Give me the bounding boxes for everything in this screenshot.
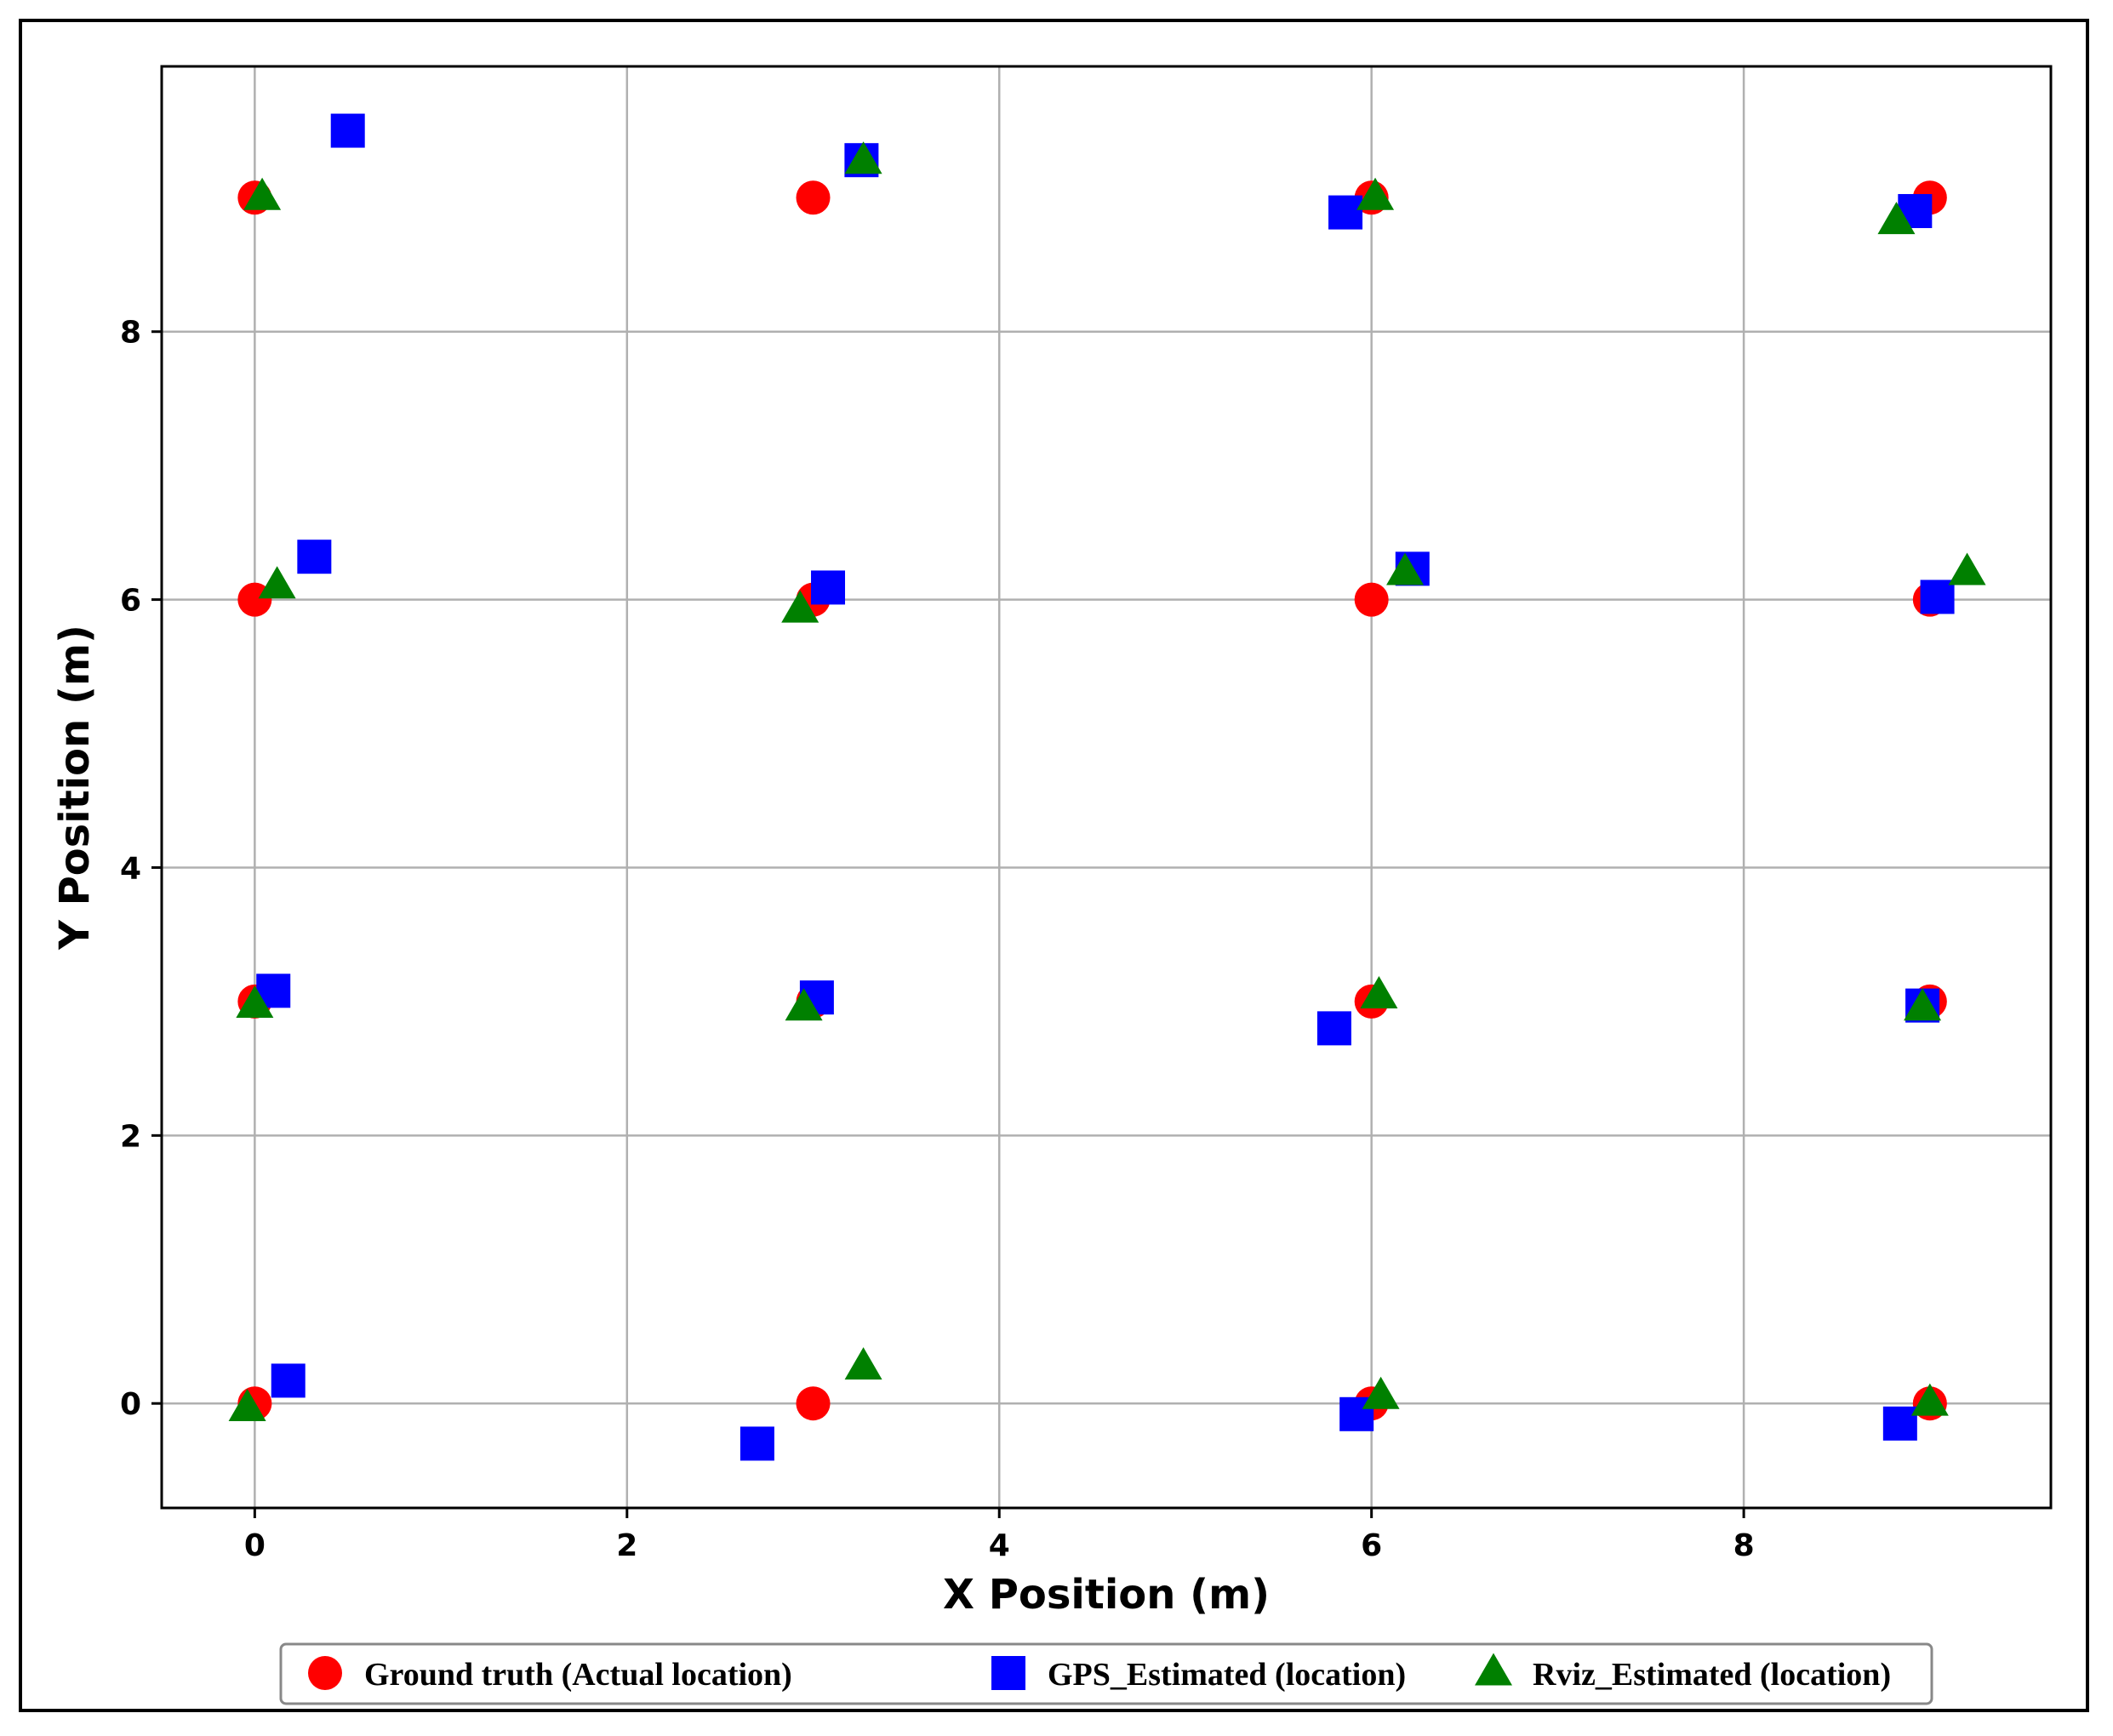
triangle-point [1904,988,1942,1021]
series-triangle [228,141,1986,1421]
legend-item: Rviz_Estimated (location) [1475,1653,1891,1693]
x-tick-label: 6 [1361,1528,1382,1563]
triangle-point [1877,202,1916,235]
y-tick-label: 4 [120,851,141,886]
triangle-point [1910,1383,1949,1416]
plot-area [160,65,2053,1510]
x-axis-label: X Position (m) [943,1571,1270,1619]
legend-box [279,1642,1933,1705]
triangle-point [781,590,820,623]
series-square [256,113,1955,1461]
y-tick-label: 8 [120,316,141,351]
square-point [297,540,332,574]
square-point [271,1363,306,1398]
legend-item: GPS_Estimated (location) [991,1656,1406,1693]
legend: Ground truth (Actual location) GPS_Estima… [279,1642,1933,1705]
triangle-point [1356,177,1395,210]
legend-square-icon [991,1656,1025,1690]
triangle-point [844,1347,882,1380]
legend-label: Ground truth (Actual location) [364,1657,792,1693]
y-axis-label: Y Position (m) [51,625,99,951]
legend-circle-icon [308,1656,342,1690]
square-point [811,570,846,605]
triangle-point [1386,552,1425,585]
triangle-point [1948,552,1986,585]
square-point [1920,580,1955,614]
series-circle [237,180,1947,1421]
square-point [740,1426,774,1461]
data-points [228,113,1986,1461]
triangle-point [258,566,296,599]
x-tick-label: 4 [989,1528,1010,1563]
axis-ticks: 0 2 4 6 8 0 2 4 6 8 [120,316,1755,1563]
square-point [330,113,365,148]
y-tick-label: 6 [120,584,141,619]
triangle-point [844,141,882,174]
triangle-point [228,1388,266,1421]
y-tick-label: 0 [120,1387,141,1422]
circle-point [1354,582,1389,617]
x-tick-label: 0 [244,1528,266,1563]
legend-triangle-icon [1475,1653,1512,1686]
legend-item: Ground truth (Actual location) [308,1656,792,1693]
triangle-point [1360,976,1398,1009]
triangle-point [785,988,823,1021]
legend-label: GPS_Estimated (location) [1048,1657,1406,1693]
x-tick-label: 8 [1733,1528,1755,1563]
triangle-point [236,985,274,1019]
grid-lines [162,66,2051,1508]
square-point [1882,1406,1917,1441]
circle-point [796,1386,831,1421]
x-tick-label: 2 [616,1528,637,1563]
triangle-point [1362,1376,1400,1409]
y-tick-label: 2 [120,1119,141,1154]
square-point [1316,1011,1351,1046]
triangle-point [243,177,282,210]
square-point [1328,195,1363,230]
circle-point [796,180,831,215]
legend-label: Rviz_Estimated (location) [1533,1657,1891,1693]
